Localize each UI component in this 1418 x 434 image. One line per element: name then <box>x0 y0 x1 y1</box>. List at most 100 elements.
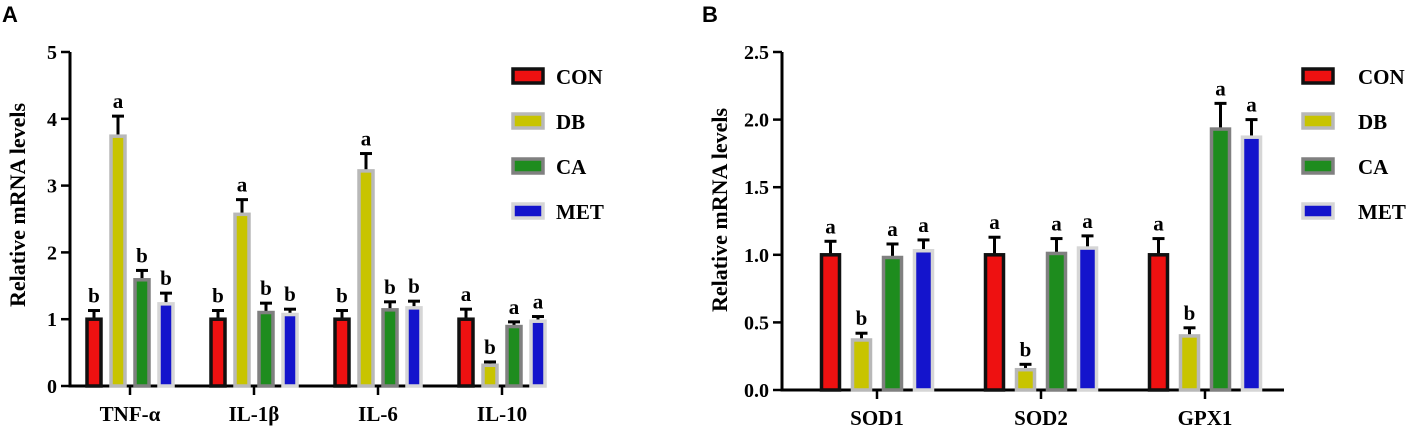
legend-swatch-ca <box>1301 157 1335 175</box>
bar-met <box>157 302 175 388</box>
bar-ca <box>505 324 523 388</box>
significance-label: a <box>887 217 898 241</box>
bar-ca <box>381 308 399 388</box>
significance-label: a <box>237 173 248 197</box>
y-tick-label-a: 0 <box>47 376 57 398</box>
legend-swatch-ca <box>511 157 545 175</box>
legend-label-ca: CA <box>1358 155 1389 179</box>
significance-label: b <box>212 284 224 308</box>
legend-label-met: MET <box>1358 200 1406 224</box>
significance-label: b <box>1020 337 1032 361</box>
bar-db <box>850 338 873 392</box>
bar-met <box>281 312 299 388</box>
legend-label-con: CON <box>556 65 603 89</box>
y-axis-title-b: Relative mRNA levels <box>707 108 732 312</box>
y-tick-label-b: 2.0 <box>744 110 769 132</box>
x-tick-label-b: SOD1 <box>850 406 904 430</box>
y-tick-label-b: 1.5 <box>744 177 769 199</box>
panel-b: B Relative mRNA levels 0.0 0.5 1.0 1.5 2.0 2.… <box>702 2 1406 430</box>
significance-label: a <box>1082 209 1093 233</box>
bar-met <box>405 306 423 388</box>
panel-letter-b: B <box>702 2 718 27</box>
bar-con <box>85 317 103 388</box>
y-tick-label-a: 4 <box>47 109 57 131</box>
panel-letter-a: A <box>2 2 18 27</box>
x-tick-label-a: IL-6 <box>358 402 398 426</box>
bar-con <box>983 253 1006 392</box>
bar-met <box>1076 246 1099 392</box>
significance-label: a <box>1215 76 1226 100</box>
significance-label: a <box>361 127 372 151</box>
y-tick-label-a: 2 <box>47 242 57 264</box>
significance-label: b <box>260 276 272 300</box>
legend-swatch-met <box>1301 202 1335 220</box>
legend-label-ca: CA <box>556 155 587 179</box>
bar-met <box>529 319 547 388</box>
x-tick-label-b: SOD2 <box>1014 406 1068 430</box>
significance-label: a <box>533 290 544 314</box>
y-axis-title-a: Relative mRNA levels <box>5 103 30 307</box>
significance-label: b <box>284 282 296 306</box>
bar-db <box>109 134 127 388</box>
bar-con <box>333 317 351 388</box>
legend-label-con: CON <box>1358 65 1405 89</box>
bar-db <box>1178 334 1201 392</box>
legend-label-db: DB <box>1358 110 1387 134</box>
bar-con <box>819 253 842 392</box>
significance-label: b <box>408 274 420 298</box>
significance-label: a <box>113 89 124 113</box>
y-tick-label-a: 1 <box>47 309 57 331</box>
bar-db <box>481 363 499 388</box>
significance-label: a <box>989 210 1000 234</box>
legend-swatch-con <box>1301 67 1335 85</box>
bar-ca <box>881 255 904 392</box>
bar-ca <box>133 278 151 388</box>
bar-db <box>357 169 375 388</box>
y-tick-label-b: 2.5 <box>744 42 769 64</box>
legend-swatch-con <box>511 67 545 85</box>
significance-label: b <box>136 243 148 267</box>
bar-ca <box>1209 127 1232 392</box>
significance-label: a <box>918 213 929 237</box>
significance-label: a <box>1153 212 1164 236</box>
y-tick-label-a: 5 <box>47 42 57 64</box>
legend-label-db: DB <box>556 110 585 134</box>
bar-met <box>912 248 935 392</box>
significance-label: a <box>825 214 836 238</box>
bar-con <box>209 317 227 388</box>
significance-label: b <box>88 284 100 308</box>
x-tick-label-a: IL-1β <box>229 402 280 426</box>
significance-label: a <box>509 295 520 319</box>
bar-con <box>1147 253 1170 392</box>
significance-label: a <box>461 282 472 306</box>
legend-label-met: MET <box>556 200 604 224</box>
y-tick-label-b: 0.0 <box>744 380 769 402</box>
bar-ca <box>1045 251 1068 392</box>
significance-label: a <box>1246 93 1257 117</box>
bar-ca <box>257 310 275 388</box>
x-tick-label-b: GPX1 <box>1178 406 1233 430</box>
legend-a: CON DB CA MET <box>511 65 604 224</box>
bar-con <box>457 317 475 388</box>
significance-label: b <box>336 284 348 308</box>
y-tick-label-b: 1.0 <box>744 245 769 267</box>
y-tick-label-a: 3 <box>47 176 57 198</box>
bar-met <box>1240 135 1263 392</box>
x-tick-label-a: IL-10 <box>477 402 527 426</box>
legend-b: CON DB CA MET <box>1301 65 1406 224</box>
significance-label: b <box>384 275 396 299</box>
x-tick-label-a: TNF-α <box>100 402 161 426</box>
legend-swatch-db <box>1301 112 1335 130</box>
legend-swatch-met <box>511 202 545 220</box>
significance-label: b <box>160 266 172 290</box>
significance-label: b <box>484 335 496 359</box>
bar-db <box>1014 367 1037 392</box>
significance-label: b <box>1184 301 1196 325</box>
panel-a: A Relative mRNA levels 0 1 2 3 4 5 TNF-α IL-1β I… <box>2 2 604 426</box>
significance-label: a <box>1051 212 1062 236</box>
bar-db <box>233 212 251 388</box>
legend-swatch-db <box>511 112 545 130</box>
